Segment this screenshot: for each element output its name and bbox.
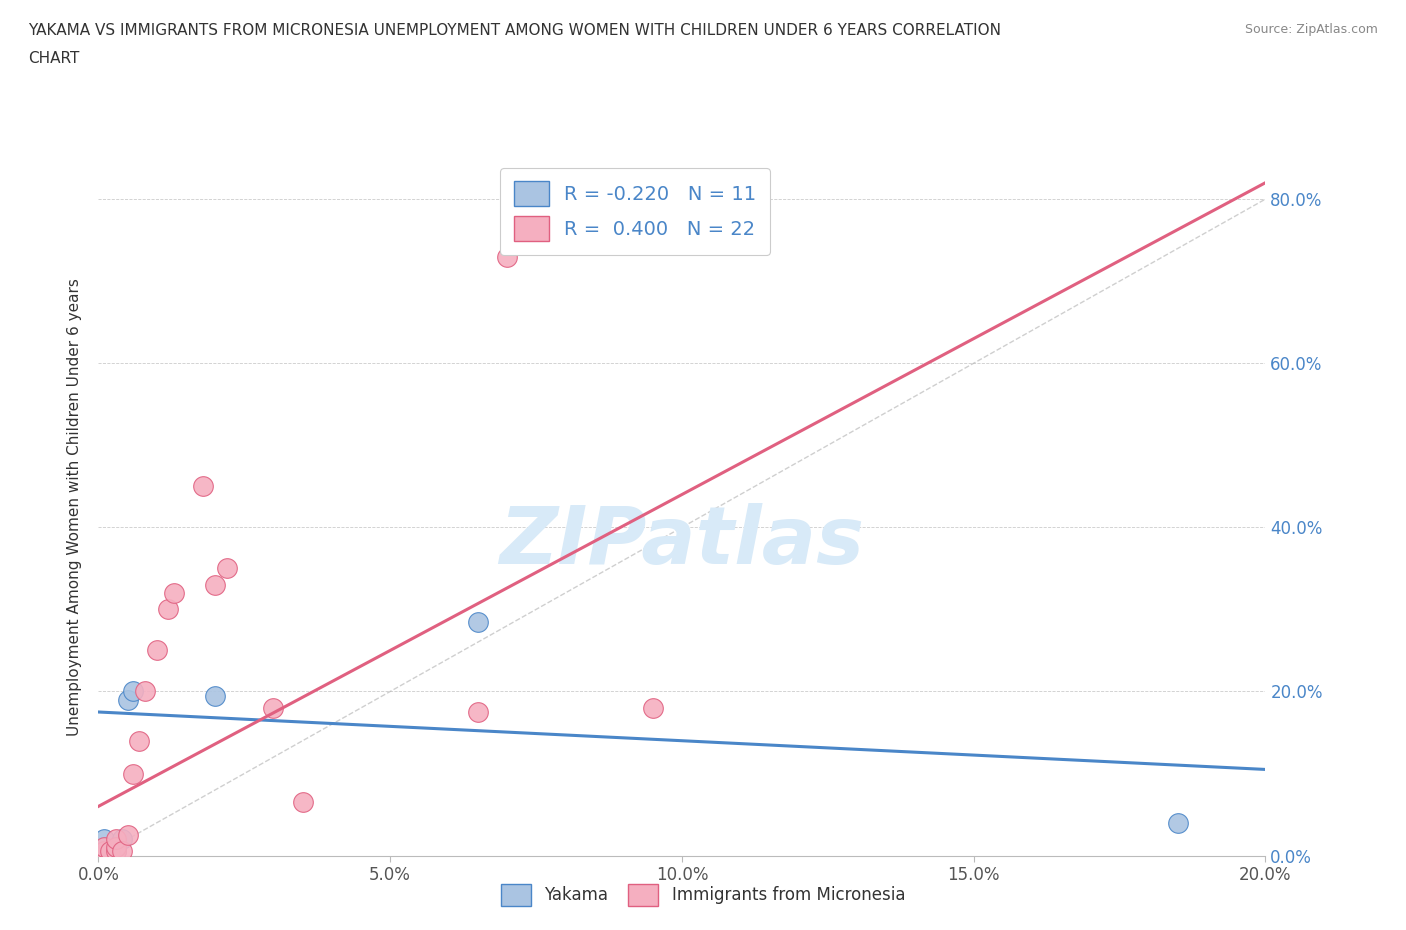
- Point: [122, 766, 145, 781]
- Y-axis label: Unemployment Among Women with Children Under 6 years: Unemployment Among Women with Children U…: [67, 278, 83, 736]
- Point: [104, 831, 127, 846]
- Point: [193, 479, 215, 494]
- Point: [111, 844, 134, 859]
- Point: [495, 249, 517, 264]
- Text: CHART: CHART: [28, 51, 80, 66]
- Point: [163, 586, 186, 601]
- Point: [104, 840, 127, 855]
- Point: [104, 844, 127, 859]
- Point: [157, 602, 180, 617]
- Point: [93, 840, 115, 855]
- Point: [93, 831, 115, 846]
- Text: ZIPatlas: ZIPatlas: [499, 503, 865, 580]
- Point: [128, 733, 150, 748]
- Point: [122, 684, 145, 699]
- Point: [641, 700, 664, 715]
- Point: [93, 844, 115, 859]
- Legend: R = -0.220   N = 11, R =  0.400   N = 22: R = -0.220 N = 11, R = 0.400 N = 22: [501, 167, 770, 255]
- Point: [215, 561, 238, 576]
- Point: [98, 844, 121, 859]
- Legend: Yakama, Immigrants from Micronesia: Yakama, Immigrants from Micronesia: [495, 878, 911, 912]
- Point: [104, 840, 127, 855]
- Point: [204, 578, 226, 592]
- Point: [262, 700, 284, 715]
- Point: [146, 643, 169, 658]
- Text: Source: ZipAtlas.com: Source: ZipAtlas.com: [1244, 23, 1378, 36]
- Point: [93, 840, 115, 855]
- Text: YAKAMA VS IMMIGRANTS FROM MICRONESIA UNEMPLOYMENT AMONG WOMEN WITH CHILDREN UNDE: YAKAMA VS IMMIGRANTS FROM MICRONESIA UNE…: [28, 23, 1001, 38]
- Point: [134, 684, 156, 699]
- Point: [291, 795, 314, 810]
- Point: [111, 831, 134, 846]
- Point: [467, 705, 489, 720]
- Point: [117, 692, 139, 707]
- Point: [98, 844, 121, 859]
- Point: [467, 615, 489, 630]
- Point: [204, 688, 226, 703]
- Point: [104, 844, 127, 859]
- Point: [117, 828, 139, 843]
- Point: [1167, 816, 1189, 830]
